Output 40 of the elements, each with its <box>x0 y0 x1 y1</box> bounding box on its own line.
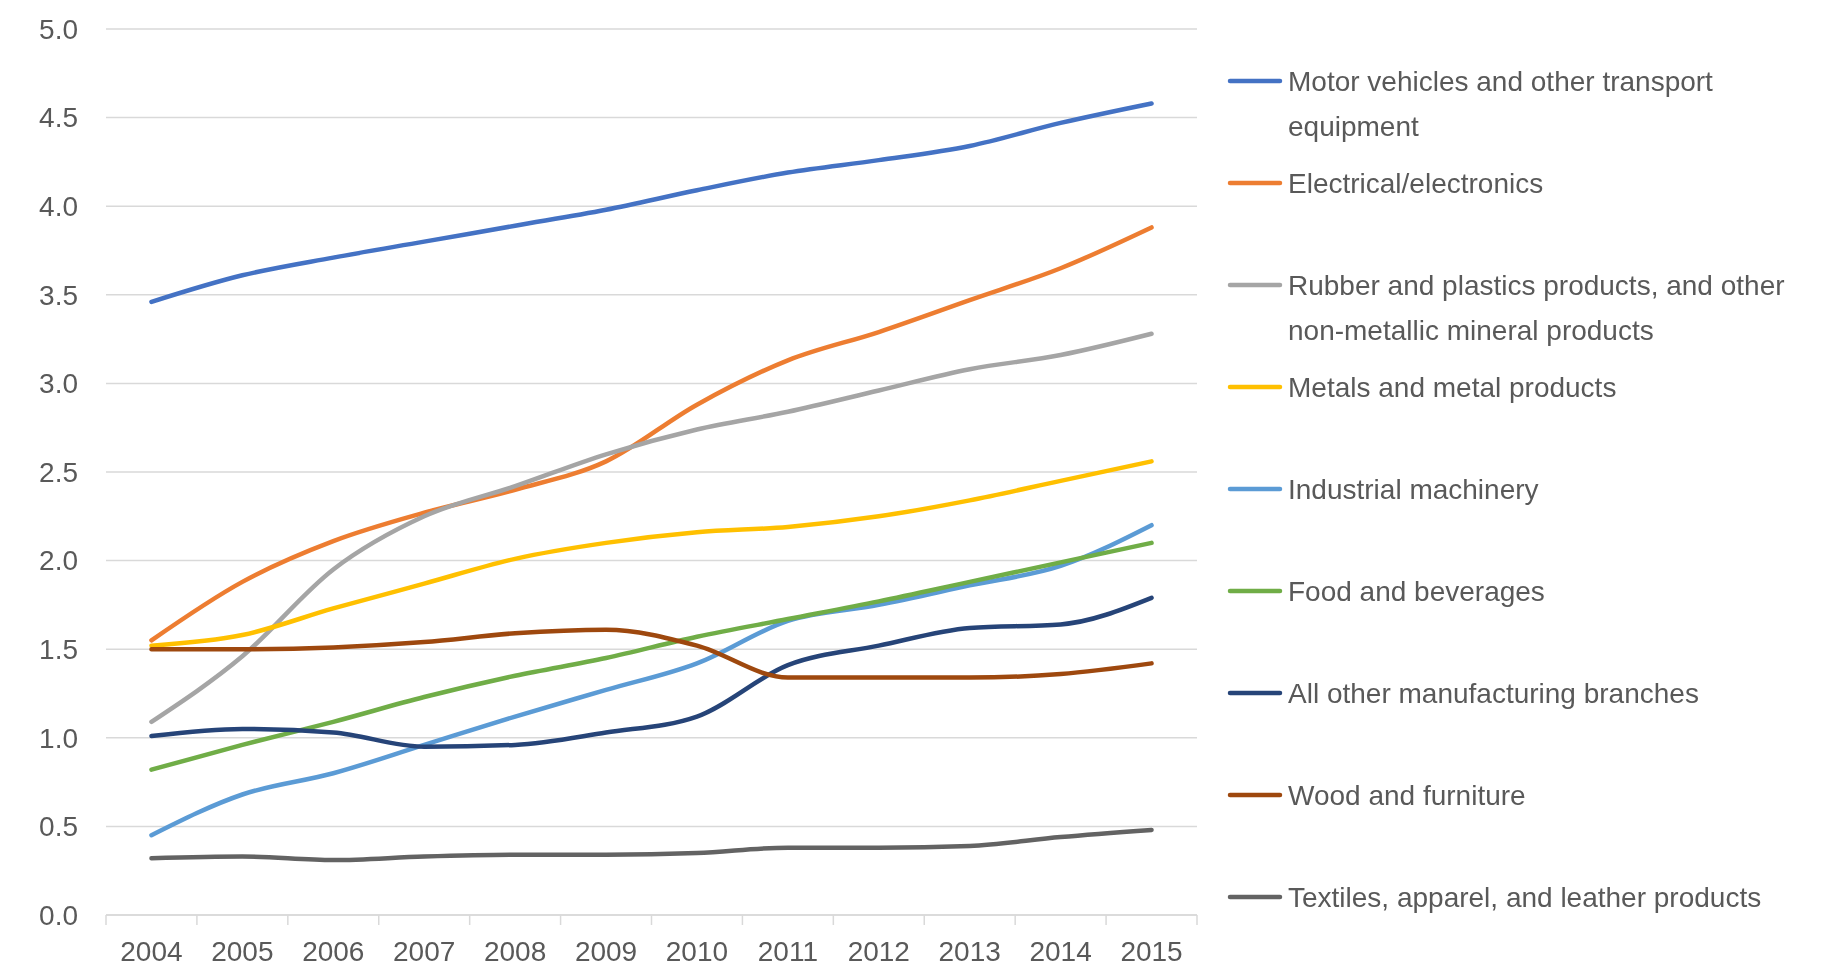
line-series <box>149 627 1154 680</box>
legend-label: Textiles, apparel, and leather products <box>1288 881 1762 913</box>
x-tick-label: 2005 <box>211 936 274 967</box>
x-tick-label: 2006 <box>302 936 365 967</box>
legend-label: Food and beverages <box>1288 575 1545 607</box>
legend-label: All other manufacturing branches <box>1288 677 1699 709</box>
y-tick-label: 2.5 <box>39 456 78 488</box>
x-tick-label: 2004 <box>120 936 183 967</box>
x-tick-label: 2013 <box>938 936 1001 967</box>
legend-label: Electrical/electronics <box>1288 167 1544 199</box>
y-tick-label: 4.0 <box>39 191 78 222</box>
legend-label: Wood and furniture <box>1288 779 1526 811</box>
line-series <box>149 540 1154 772</box>
line-series <box>149 331 1154 725</box>
y-tick-label: 3.0 <box>39 368 78 400</box>
line-series <box>149 827 1154 863</box>
legend-label: Metals and metal products <box>1288 371 1617 403</box>
y-tick-label: 2.0 <box>39 545 78 577</box>
x-tick-label: 2011 <box>757 936 818 967</box>
legend-label: Motor vehicles and other transport equipment <box>1288 65 1714 142</box>
x-tick-label: 2007 <box>393 936 456 967</box>
x-tick-label: 2012 <box>847 936 910 967</box>
x-tick-label: 2015 <box>1120 936 1183 967</box>
y-tick-label: 1.0 <box>39 722 78 754</box>
x-tick-label: 2008 <box>483 936 547 967</box>
x-tick-label: 2014 <box>1029 936 1092 967</box>
x-tick-label: 2010 <box>665 936 729 967</box>
y-tick-label: 0.0 <box>39 899 78 931</box>
legend-label: Industrial machinery <box>1288 473 1539 505</box>
line-series <box>149 101 1154 305</box>
x-tick-label: 2009 <box>574 936 638 967</box>
line-series <box>149 459 1154 648</box>
y-tick-label: 0.5 <box>39 811 78 843</box>
y-tick-label: 4.5 <box>39 102 78 134</box>
y-tick-label: 1.5 <box>39 634 78 665</box>
line-series <box>149 225 1154 643</box>
line-series <box>149 595 1154 749</box>
y-tick-label: 5.0 <box>39 13 78 45</box>
legend-label: Rubber and plastics products, and other non-metallic mineral products <box>1288 269 1785 346</box>
y-tick-label: 3.5 <box>39 279 78 311</box>
